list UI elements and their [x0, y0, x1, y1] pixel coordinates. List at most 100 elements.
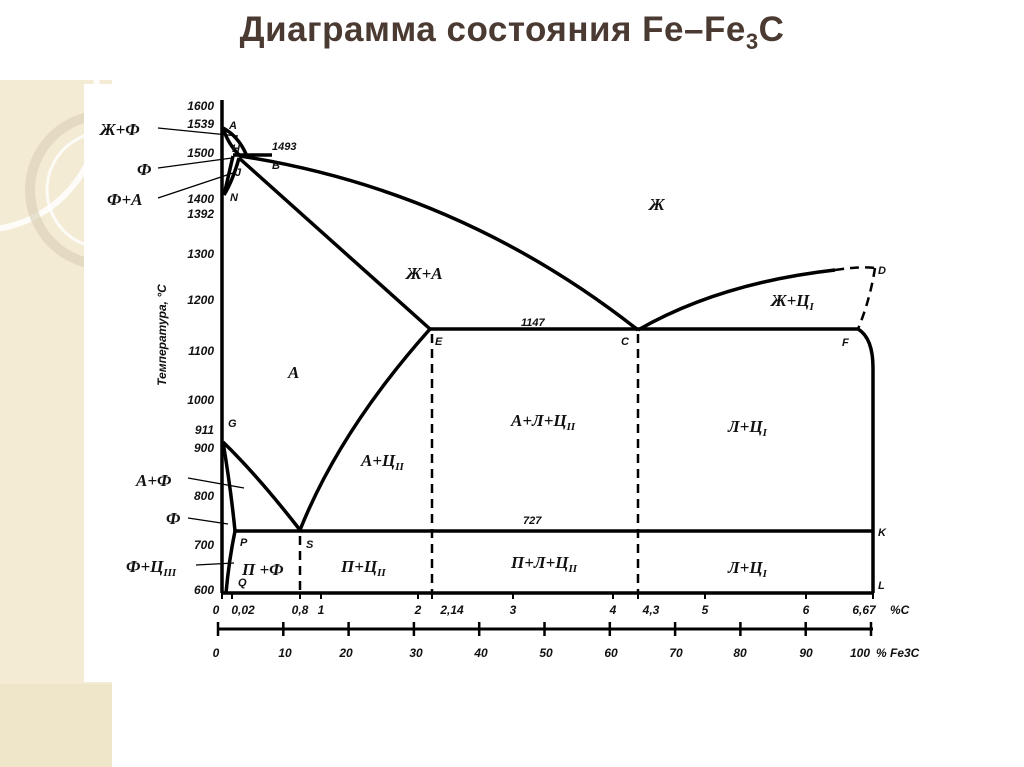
- y-tick-1100: 1100: [188, 344, 214, 358]
- point-c: C: [621, 336, 630, 348]
- solidus-ah: [222, 126, 248, 155]
- side-label-liquid-ferrite: Ж+Ф: [99, 120, 140, 139]
- y-tick-911: 911: [195, 423, 214, 437]
- side-label-ferrite-bottom: Ф: [166, 509, 181, 528]
- fe3c-tick-20: 20: [338, 646, 353, 660]
- y-tick-1392: 1392: [187, 207, 214, 221]
- c-tick-0-8: 0,8: [292, 603, 309, 617]
- fe3c-tick-70: 70: [669, 646, 683, 660]
- region-ledeburite-cementite1-upper: Л+ЦI: [727, 417, 768, 439]
- fe3c-scale-ticks: [216, 622, 873, 636]
- gs-line: [221, 440, 302, 532]
- fe3c-tick-50: 50: [539, 646, 553, 660]
- y-tick-1539: 1539: [187, 117, 214, 131]
- side-label-ferrite-cementite3: Ф+ЦIII: [126, 557, 177, 579]
- fe3c-axis-label: % Fe3C: [876, 646, 920, 660]
- point-j: J: [235, 167, 242, 179]
- point-h: H: [232, 143, 241, 155]
- y-tick-1300: 1300: [187, 247, 214, 261]
- c-tick-0: 0: [213, 603, 220, 617]
- point-l: L: [878, 580, 885, 592]
- title-subscript: 3: [745, 29, 759, 54]
- leader-lines: [157, 127, 245, 566]
- c-axis-label: %С: [890, 603, 910, 617]
- point-e: E: [435, 336, 443, 348]
- point-s: S: [306, 539, 314, 551]
- region-austenite: А: [287, 363, 299, 382]
- es-line: [298, 327, 432, 531]
- title-main: Диаграмма состояния Fe–Fe: [239, 10, 746, 49]
- jn-line: [222, 157, 241, 196]
- dashed-lines: [298, 266, 877, 593]
- point-d: D: [878, 265, 886, 277]
- title-end: C: [758, 10, 785, 49]
- c-tick-1: 1: [318, 603, 325, 617]
- fe3c-tick-90: 90: [799, 646, 813, 660]
- page-title: Диаграмма состояния Fe–Fe3C: [0, 10, 1024, 55]
- point-q: Q: [238, 577, 247, 589]
- pq-line: [224, 530, 237, 594]
- region-pearlite-ledeburite-cementite2: П+Л+ЦII: [510, 553, 578, 575]
- temp-1493: 1493: [272, 141, 296, 153]
- point-f: F: [842, 337, 849, 349]
- fe3c-tick-40: 40: [473, 646, 488, 660]
- side-label-ferrite-top: Ф: [137, 160, 152, 179]
- point-g: G: [228, 418, 237, 430]
- fe3c-tick-100: 100: [850, 646, 870, 660]
- point-k: K: [878, 527, 887, 539]
- c-tick-0-02: 0,02: [231, 603, 255, 617]
- liquidus-cd: [637, 268, 836, 332]
- y-tick-1200: 1200: [187, 293, 214, 307]
- side-panel-bottom: [0, 684, 112, 767]
- fe3c-tick-0: 0: [213, 646, 220, 660]
- region-pearlite-cementite2: П+ЦII: [340, 557, 386, 579]
- carbon-scale-ticks: [221, 593, 874, 599]
- fe3c-tick-30: 30: [409, 646, 423, 660]
- gp-line: [221, 441, 237, 532]
- df-dashed: [856, 267, 877, 330]
- y-tick-1500: 1500: [187, 146, 214, 160]
- y-tick-1400: 1400: [187, 192, 214, 206]
- c-tick-6: 6: [803, 603, 810, 617]
- c-tick-5: 5: [702, 603, 709, 617]
- region-austenite-cementite2: А+ЦII: [360, 451, 405, 473]
- region-liquid-cementite1: Ж+ЦI: [770, 291, 815, 313]
- c-tick-3: 3: [510, 603, 517, 617]
- y-tick-700: 700: [194, 538, 214, 552]
- side-label-ferrite-austenite-top: Ф+А: [107, 190, 142, 209]
- region-liquid: Ж: [648, 195, 666, 214]
- temp-1147: 1147: [521, 317, 546, 329]
- region-austenite-ledeburite-cementite2: А+Л+ЦII: [510, 411, 576, 433]
- temp-727: 727: [523, 515, 542, 527]
- c-tick-2: 2: [414, 603, 422, 617]
- point-p: P: [240, 537, 248, 549]
- y-axis-label: Температура, °С: [155, 284, 169, 386]
- fe3c-tick-60: 60: [604, 646, 618, 660]
- side-label-austenite-ferrite: А+Ф: [135, 471, 172, 490]
- c-tick-6-67: 6,67: [852, 603, 877, 617]
- je-line: [237, 156, 432, 331]
- c-tick-2-14: 2,14: [439, 603, 464, 617]
- fk-line: [856, 327, 875, 593]
- region-ledeburite-cementite1-lower: Л+ЦI: [727, 558, 768, 580]
- y-tick-900: 900: [194, 441, 214, 455]
- point-b: B: [272, 160, 280, 172]
- liquidus-acb: [221, 127, 640, 332]
- y-tick-1000: 1000: [187, 393, 214, 407]
- y-tick-1600: 1600: [187, 99, 214, 113]
- y-tick-600: 600: [194, 583, 214, 597]
- region-pearlite-ferrite: П +Ф: [241, 560, 284, 579]
- point-a: A: [228, 120, 237, 132]
- fe3c-tick-80: 80: [733, 646, 747, 660]
- c-tick-4: 4: [609, 603, 617, 617]
- liquidus-cd-dashed: [834, 266, 876, 272]
- point-n: N: [230, 192, 239, 204]
- diagram-panel: [84, 84, 974, 682]
- c-tick-4-3: 4,3: [642, 603, 660, 617]
- region-liquid-austenite: Ж+А: [405, 264, 443, 283]
- y-tick-800: 800: [194, 489, 214, 503]
- fe3c-tick-10: 10: [278, 646, 292, 660]
- diagram-lines: [220, 100, 875, 595]
